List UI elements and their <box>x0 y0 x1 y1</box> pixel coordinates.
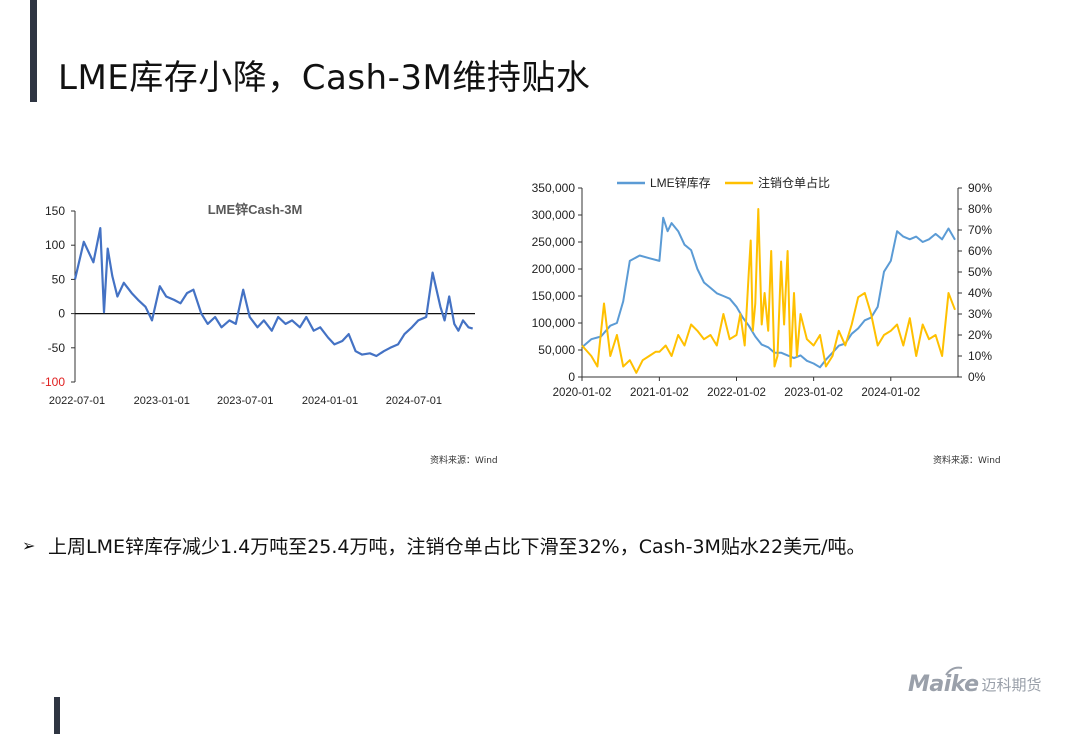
chart1-x-tick-label: 2023-07-01 <box>217 395 273 407</box>
chart2-y2-tick-label: 40% <box>968 286 992 300</box>
summary-row: ➢ 上周LME锌库存减少1.4万吨至25.4万吨，注销仓单占比下滑至32%，Ca… <box>22 532 866 559</box>
chart2-y2-tick-label: 20% <box>968 328 992 342</box>
chart1-y-tick-label: -50 <box>48 341 66 355</box>
chart2-x-tick-label: 2024-01-02 <box>861 387 920 399</box>
chart2-y-tick-label: 100,000 <box>532 316 576 330</box>
chart1-x-tick-label: 2024-07-01 <box>386 395 442 407</box>
chart2-y2-tick-label: 80% <box>968 202 992 216</box>
chart2-y-tick-label: 150,000 <box>532 289 576 303</box>
chart1-y-tick-label: 150 <box>45 204 65 218</box>
cash-3m-chart: LME锌Cash-3M 150 100 50 0 -50 -100 2022-07-01 202… <box>41 202 475 407</box>
chart1-y-tick-label: -100 <box>41 375 65 389</box>
logo-brand: Maike <box>908 672 979 697</box>
chart2-y2-tick-label: 90% <box>968 181 992 195</box>
chart2-x-tick-label: 2023-01-02 <box>784 387 843 399</box>
chart2-series-line-2 <box>581 208 956 374</box>
chart2-x-tick-label: 2020-01-02 <box>553 387 612 399</box>
chart2-y2-tick-label: 70% <box>968 223 992 237</box>
chart2-y-tick-label: 50,000 <box>538 343 575 357</box>
chart2-series-line-1 <box>581 216 956 369</box>
chart2-y2-tick-label: 50% <box>968 265 992 279</box>
chart2-source: 资料来源：Wind <box>933 456 1001 466</box>
chart1-x-tick-label: 2024-01-01 <box>302 395 358 407</box>
chart1-series-line <box>73 226 474 358</box>
logo-swoosh-icon <box>945 666 963 676</box>
title-accent-bar <box>30 0 37 102</box>
chart2-y2-tick-label: 0% <box>968 370 986 384</box>
chart2-legend-label-1: LME锌库存 <box>650 175 711 190</box>
page-title: LME库存小降，Cash-3M维持贴水 <box>58 58 591 98</box>
chart1-x-tick-label: 2022-07-01 <box>49 395 105 407</box>
chart2-y-tick-label: 200,000 <box>532 262 576 276</box>
arrow-bullet-icon: ➢ <box>22 536 36 555</box>
chart1-y-tick-label: 50 <box>52 272 66 286</box>
logo-cn: 迈科期货 <box>981 676 1042 694</box>
company-logo: Maike 迈科期货 <box>908 666 1042 697</box>
chart2-y-tick-label: 0 <box>568 370 575 384</box>
bottom-accent-bar <box>54 697 60 734</box>
chart2-legend-label-2: 注销仓单占比 <box>758 175 830 190</box>
chart2-y2-tick-label: 10% <box>968 349 992 363</box>
chart2-y2-tick-label: 30% <box>968 307 992 321</box>
summary-text: 上周LME锌库存减少1.4万吨至25.4万吨，注销仓单占比下滑至32%，Cash… <box>48 536 866 558</box>
chart2-x-tick-label: 2022-01-02 <box>707 387 766 399</box>
inventory-chart: 350,000 300,000 250,000 200,000 150,000 100,0… <box>532 175 993 399</box>
chart2-y-tick-label: 350,000 <box>532 181 576 195</box>
chart1-title: LME锌Cash-3M <box>208 202 303 217</box>
chart2-y2-tick-label: 60% <box>968 244 992 258</box>
chart1-source: 资料来源：Wind <box>430 456 498 466</box>
chart1-y-tick-label: 0 <box>58 307 65 321</box>
chart1-y-tick-label: 100 <box>45 238 65 252</box>
chart1-x-tick-label: 2023-01-01 <box>134 395 190 407</box>
chart2-y-tick-label: 250,000 <box>532 235 576 249</box>
chart2-y-tick-label: 300,000 <box>532 208 576 222</box>
chart2-x-tick-label: 2021-01-02 <box>630 387 689 399</box>
